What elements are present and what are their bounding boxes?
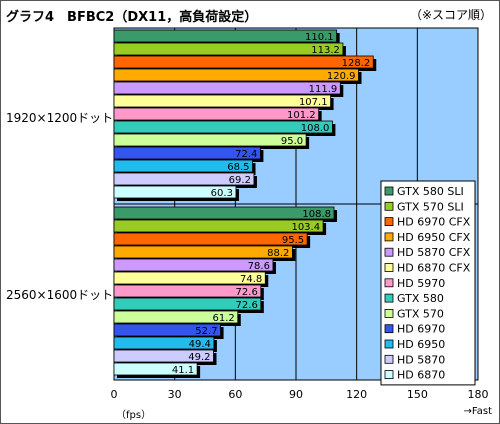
legend-swatch (384, 201, 394, 211)
bar-value-label: 74.8 (240, 274, 262, 285)
bar-gtx-570 (113, 133, 307, 147)
x-tick-label: 90 (289, 388, 303, 401)
bar-value-label: 103.4 (291, 222, 320, 233)
bar-value-label: 68.5 (227, 162, 249, 173)
bar-gtx-570 (113, 310, 239, 324)
bar-value-label: 60.3 (211, 188, 233, 199)
bar-hd-5870 (113, 349, 214, 363)
bar-value-label: 49.4 (189, 339, 211, 350)
legend-swatch (384, 354, 394, 364)
legend-label: GTX 580 (397, 292, 444, 305)
legend-swatch (384, 186, 394, 196)
x-tick-label: 30 (168, 388, 182, 401)
bar-hd-5870-cfx (113, 258, 274, 272)
bar-value-label: 113.2 (311, 45, 340, 56)
legend-swatch (384, 232, 394, 242)
x-tick-label: 120 (346, 388, 367, 401)
bar-value-label: 52.7 (195, 326, 217, 337)
legend-swatch (384, 370, 394, 380)
bar-value-label: 108.8 (302, 209, 331, 220)
bar-hd-6870-cfx (113, 271, 266, 285)
bar-hd-6970 (113, 146, 261, 160)
x-tick-label: 0 (111, 388, 118, 401)
bar-value-label: 107.1 (299, 97, 328, 108)
bar-hd-6970-cfx (113, 55, 374, 69)
legend-label: HD 6870 CFX (397, 262, 471, 275)
legend-label: HD 5870 CFX (397, 246, 471, 259)
bar-value-label: 41.1 (172, 365, 194, 376)
legend-swatch (384, 263, 394, 272)
bar-value-label: 111.9 (309, 84, 338, 95)
legend-label: HD 6870 (397, 369, 445, 382)
sort-note: （※スコア順） (409, 8, 492, 22)
x-tick-label: 60 (228, 388, 242, 401)
legend-swatch (384, 308, 394, 318)
legend-swatch (384, 339, 394, 349)
bar-value-label: 95.0 (281, 136, 303, 147)
bar-value-label: 78.6 (248, 261, 270, 272)
bar-hd-6970-cfx (113, 232, 308, 246)
legend-swatch (384, 324, 394, 334)
legend-label: HD 6970 CFX (397, 216, 471, 229)
legend-swatch (384, 217, 394, 227)
bar-value-label: 101.2 (287, 110, 316, 121)
bar-value-label: 49.2 (188, 352, 210, 363)
bar-hd-6950-cfx (113, 68, 359, 82)
bar-value-label: 69.2 (229, 175, 251, 186)
bar-hd-6950 (113, 336, 215, 350)
bar-hd-6950 (113, 159, 253, 173)
bar-value-label: 61.2 (212, 313, 234, 324)
bar-hd-5970 (113, 284, 262, 298)
bar-gtx-580 (113, 120, 333, 134)
x-axis-fast-label: →Fast (463, 406, 492, 417)
bar-value-label: 95.5 (282, 235, 304, 246)
legend-label: HD 5870 (397, 353, 445, 366)
bar-value-label: 88.2 (267, 248, 289, 259)
group-label-1920x1200: 1920×1200ドット (6, 111, 114, 125)
bar-hd-6870 (113, 185, 237, 199)
bar-value-label: 120.9 (327, 71, 356, 82)
group-label-2560x1600: 2560×1600ドット (6, 288, 114, 302)
chart-title: グラフ4 BFBC2（DX11，高負荷設定） (6, 10, 258, 25)
bar-value-label: 72.4 (235, 149, 257, 160)
bar-gtx-570-sli (113, 42, 344, 56)
bar-gtx-580-sli (113, 206, 335, 220)
legend-swatch (384, 278, 394, 288)
bar-value-label: 72.6 (236, 300, 258, 311)
x-tick-label: 180 (468, 388, 489, 401)
x-tick-label: 150 (407, 388, 428, 401)
legend-swatch (384, 247, 394, 257)
bar-value-label: 72.6 (236, 287, 258, 298)
legend-label: HD 6970 (397, 323, 445, 336)
bar-gtx-580-sli (113, 29, 338, 43)
legend-label: HD 6950 CFX (397, 231, 471, 244)
legend-box (380, 180, 476, 386)
bar-hd-6970 (113, 323, 221, 337)
bar-hd-5970 (113, 107, 320, 121)
legend-label: GTX 580 SLI (397, 185, 464, 198)
legend-swatch (384, 293, 394, 303)
bar-value-label: 108.0 (301, 123, 330, 134)
bar-gtx-580 (113, 297, 262, 311)
bar-gtx-570-sli (113, 219, 324, 233)
bar-value-label: 110.1 (305, 32, 334, 43)
bar-hd-6870 (113, 362, 198, 376)
legend-label: GTX 570 SLI (397, 200, 464, 213)
bar-hd-5870-cfx (113, 81, 341, 95)
legend-label: HD 6950 (397, 338, 445, 351)
bar-hd-6950-cfx (113, 245, 293, 259)
legend-label: HD 5970 (397, 277, 445, 290)
x-axis-unit-label: （fps） (116, 410, 152, 421)
legend-label: GTX 570 (397, 307, 444, 320)
bar-hd-6870-cfx (113, 94, 331, 108)
bar-value-label: 128.2 (342, 58, 371, 69)
bar-hd-5870 (113, 172, 255, 186)
